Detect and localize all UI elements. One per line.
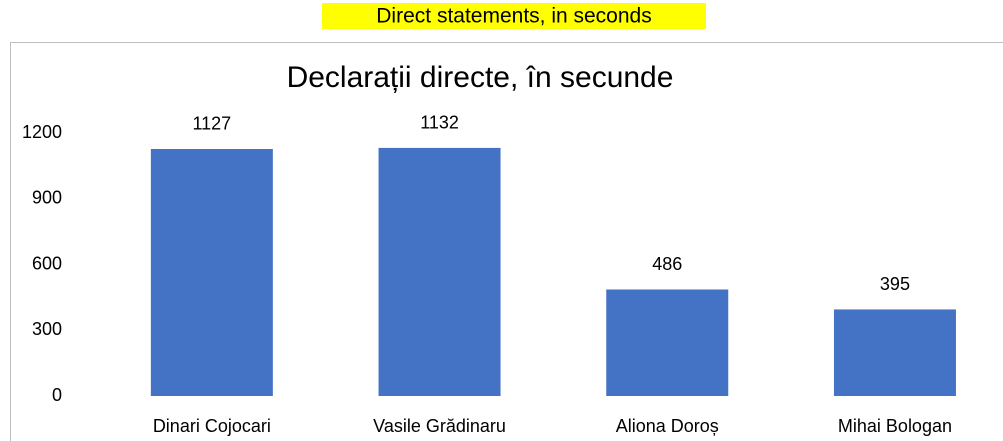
caption: Direct statements, in seconds [376,5,651,28]
bar [378,147,501,396]
y-tick-label: 0 [52,385,62,405]
x-tick-label: Dinari Cojocari [153,416,271,436]
x-tick-label: Aliona Doroș [616,416,719,436]
y-tick-label: 1200 [22,122,62,142]
y-tick-label: 300 [32,319,62,339]
bar [833,309,956,396]
x-tick-label: Vasile Grădinaru [373,416,506,436]
bar [150,148,273,396]
y-tick-label: 600 [32,253,62,273]
chart-frame [10,42,1003,441]
chart-title: Declarații directe, în secunde [287,61,674,94]
bar [606,289,729,396]
data-label: 1127 [192,114,231,134]
data-label: 395 [880,274,910,294]
data-label: 1132 [420,113,459,133]
x-tick-label: Mihai Bologan [838,416,952,436]
y-tick-label: 900 [32,188,62,208]
caption-highlight [322,3,706,29]
data-label: 486 [652,254,682,274]
